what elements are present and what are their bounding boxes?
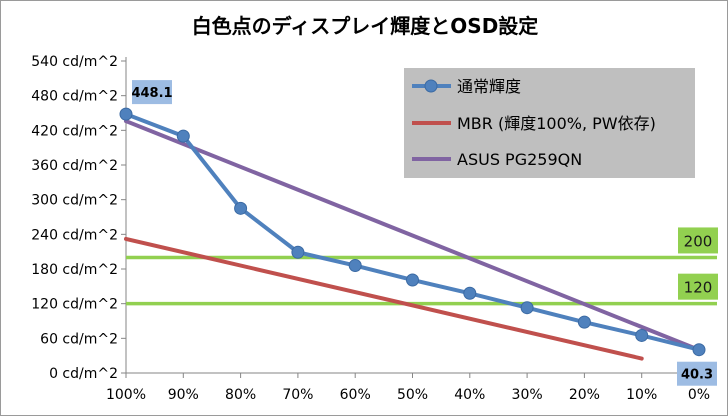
- y-tick-label: 420 cd/m^2: [31, 123, 118, 139]
- y-tick-label: 480 cd/m^2: [31, 89, 118, 105]
- series-line-2: [124, 119, 701, 352]
- data-point: [520, 301, 534, 315]
- chart-title: 白色点のディスプレイ輝度とOSD設定: [192, 14, 539, 38]
- data-label: 40.3: [681, 368, 713, 383]
- legend-label-0: 通常輝度: [457, 77, 521, 96]
- y-tick-label: 240 cd/m^2: [31, 227, 118, 243]
- data-point: [119, 107, 133, 121]
- legend: 通常輝度 MBR (輝度100%, PW依存) ASUS PG259QN: [404, 68, 695, 178]
- data-label-box: [677, 361, 717, 386]
- data-point: [463, 286, 477, 300]
- y-axis-ticks: 0 cd/m^2 60 cd/m^2 120 cd/m^2 180 cd/m^2 240…: [31, 54, 126, 382]
- data-label-box: [132, 80, 172, 105]
- data-labels: 448.1 40.3: [131, 80, 717, 386]
- series-line-1: [124, 236, 644, 361]
- data-point: [234, 201, 248, 215]
- series-group: [119, 107, 706, 361]
- legend-label-2: ASUS PG259QN: [457, 150, 582, 169]
- x-tick-label: 90%: [168, 387, 199, 403]
- x-tick-label: 30%: [512, 387, 543, 403]
- reference-label-120: 120: [684, 279, 713, 297]
- y-tick-label: 60 cd/m^2: [40, 331, 118, 347]
- x-tick-label: 60%: [340, 387, 371, 403]
- reference-label-200: 200: [684, 232, 713, 250]
- data-point: [291, 245, 305, 259]
- y-tick-label: 300 cd/m^2: [31, 193, 118, 209]
- x-tick-label: 40%: [454, 387, 485, 403]
- y-tick-label: 120 cd/m^2: [31, 297, 118, 313]
- x-axis-ticks: 100% 90% 80% 70% 60% 50% 40% 30% 20% 10% 0%: [106, 373, 710, 403]
- x-tick-label: 50%: [397, 387, 428, 403]
- y-tick-label: 540 cd/m^2: [31, 54, 118, 70]
- legend-box: [404, 68, 695, 178]
- reference-label-box-120: [678, 273, 718, 300]
- legend-marker-0: [424, 79, 438, 93]
- data-point: [348, 259, 362, 273]
- data-point: [692, 343, 706, 357]
- y-tick-label: 0 cd/m^2: [49, 366, 118, 382]
- x-tick-label: 100%: [106, 387, 146, 403]
- x-tick-label: 70%: [282, 387, 313, 403]
- reference-lines: 200 120: [126, 227, 718, 306]
- data-point: [577, 315, 591, 329]
- reference-label-box-200: [678, 227, 718, 254]
- legend-label-1: MBR (輝度100%, PW依存): [457, 114, 656, 133]
- data-label: 448.1: [131, 86, 172, 101]
- data-point: [635, 328, 649, 342]
- x-tick-label: 0%: [688, 387, 710, 403]
- data-point: [176, 129, 190, 143]
- y-tick-label: 180 cd/m^2: [31, 262, 118, 278]
- data-point: [406, 273, 419, 287]
- y-tick-label: 360 cd/m^2: [31, 158, 118, 174]
- x-tick-label: 80%: [225, 387, 256, 403]
- x-tick-label: 10%: [626, 387, 657, 403]
- x-tick-label: 20%: [569, 387, 600, 403]
